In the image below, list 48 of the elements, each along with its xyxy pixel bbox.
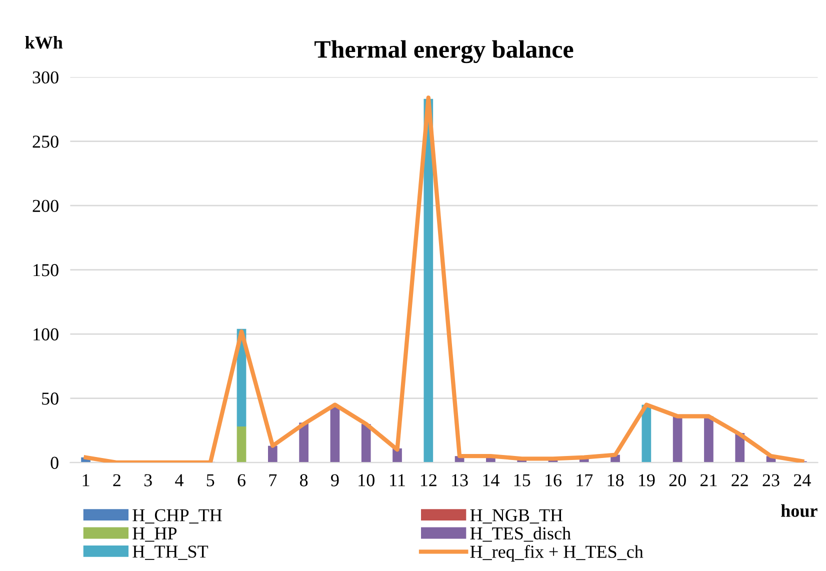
x-tick-label: 22 (732, 474, 748, 486)
x-axis-title: hour (781, 504, 818, 517)
legend-label: H_req_fix + H_TES_ch (470, 545, 644, 562)
bar (268, 446, 278, 463)
line-series (84, 96, 804, 463)
legend-label: H_HP (132, 528, 177, 542)
x-tick-label: 19 (638, 474, 655, 486)
x-tick-label: 12 (420, 474, 436, 486)
y-tick-label: 150 (34, 264, 58, 276)
y-tick-label: 250 (32, 136, 58, 148)
x-tick-label: 10 (358, 474, 374, 486)
bar (672, 416, 682, 463)
x-tick-label: 7 (269, 474, 277, 486)
x-tick-label: 4 (175, 474, 184, 486)
chart-title: Thermal energy balance (314, 40, 574, 64)
x-tick-label: 24 (794, 474, 811, 486)
y-tick-label: 200 (32, 200, 58, 212)
x-tick-label: 23 (762, 474, 780, 486)
x-tick-label: 3 (144, 474, 152, 486)
bar (299, 422, 308, 463)
x-tick-label: 9 (331, 474, 339, 486)
x-tick-label: 6 (238, 474, 246, 486)
bar (236, 426, 246, 463)
x-tick-label: 15 (514, 474, 530, 486)
x-tick-label: 14 (483, 474, 500, 486)
y-tick-label: 0 (50, 456, 58, 469)
x-tick-label: 16 (546, 474, 562, 486)
y-axis-title: kWh (25, 36, 63, 49)
x-tick-label: 17 (576, 474, 593, 486)
x-tick-label: 13 (452, 474, 468, 486)
x-tick-label: 5 (206, 474, 214, 486)
x-tick-label: 18 (608, 474, 624, 486)
bar (704, 416, 714, 463)
y-tick-label: 50 (42, 392, 58, 405)
x-tick-label: 21 (700, 474, 717, 486)
x-tick-label: 2 (113, 474, 120, 486)
x-tick-label: 20 (669, 474, 686, 486)
y-tick-label: 300 (32, 71, 58, 84)
bar (330, 406, 340, 463)
legend-label: H_TES_disch (470, 526, 571, 542)
x-tick-label: 8 (300, 474, 308, 486)
bar (361, 424, 371, 463)
y-tick-label: 100 (34, 328, 58, 340)
legend-label: H_TH_ST (132, 546, 208, 560)
x-tick-label: 11 (390, 474, 405, 486)
legend-label: H_NGB_TH (470, 509, 563, 524)
legend-label: H_CHP_TH (132, 509, 222, 524)
x-tick-label: 1 (82, 474, 90, 486)
